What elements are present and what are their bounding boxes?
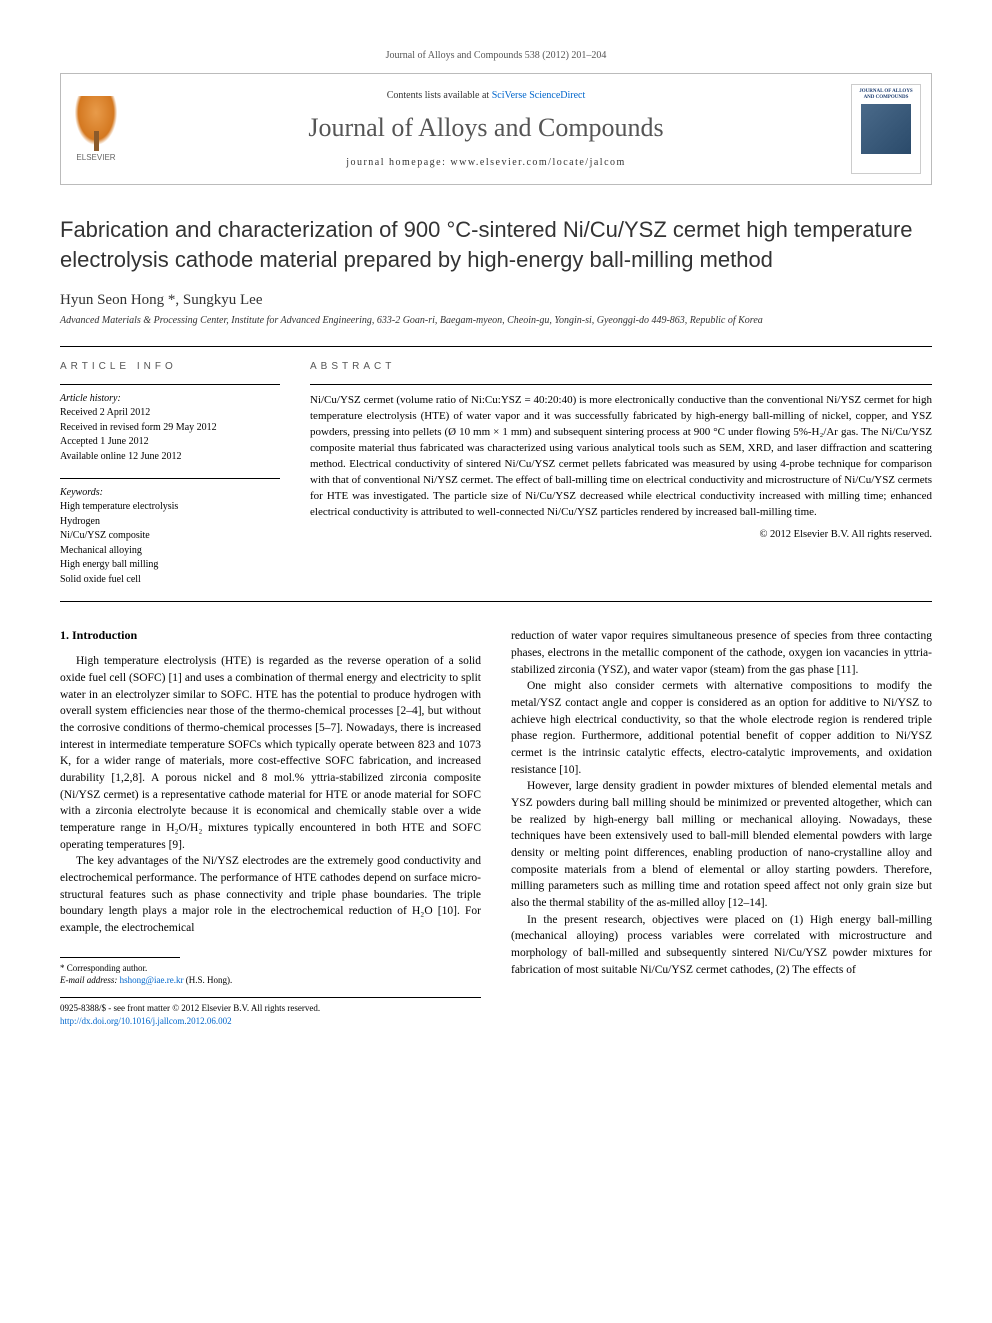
keywords-label: Keywords: <box>60 487 280 498</box>
article-info-label: ARTICLE INFO <box>60 361 280 372</box>
body-left-column: 1. Introduction High temperature electro… <box>60 628 481 1027</box>
body-paragraph: The key advantages of the Ni/YSZ electro… <box>60 853 481 936</box>
keyword-item: Mechanical alloying <box>60 544 280 559</box>
contents-text: Contents lists available at <box>387 90 492 101</box>
doi-link[interactable]: http://dx.doi.org/10.1016/j.jallcom.2012… <box>60 1016 232 1026</box>
bottom-issn-doi: 0925-8388/$ - see front matter © 2012 El… <box>60 997 481 1027</box>
abstract-text: Ni/Cu/YSZ cermet (volume ratio of Ni:Cu:… <box>310 384 932 521</box>
corresponding-author: * Corresponding author. E-mail address: … <box>60 962 481 987</box>
journal-reference: Journal of Alloys and Compounds 538 (201… <box>60 50 932 61</box>
keyword-item: High temperature electrolysis <box>60 500 280 515</box>
history-item: Available online 12 June 2012 <box>60 450 280 465</box>
elsevier-tree-icon <box>71 96 121 151</box>
keyword-item: Ni/Cu/YSZ composite <box>60 529 280 544</box>
body-paragraph: In the present research, objectives were… <box>511 912 932 979</box>
affiliation: Advanced Materials & Processing Center, … <box>60 315 932 326</box>
abstract-copyright: © 2012 Elsevier B.V. All rights reserved… <box>310 529 932 540</box>
abstract-column: ABSTRACT Ni/Cu/YSZ cermet (volume ratio … <box>310 361 932 587</box>
cover-image-icon <box>861 104 911 154</box>
email-link[interactable]: hshong@iae.re.kr <box>120 975 184 985</box>
history-item: Received in revised form 29 May 2012 <box>60 421 280 436</box>
article-history-block: Article history: Received 2 April 2012 R… <box>60 384 280 464</box>
page-container: Journal of Alloys and Compounds 538 (201… <box>0 0 992 1077</box>
introduction-heading: 1. Introduction <box>60 628 481 643</box>
article-title: Fabrication and characterization of 900 … <box>60 215 932 274</box>
journal-name: Journal of Alloys and Compounds <box>141 113 831 143</box>
keyword-item: High energy ball milling <box>60 558 280 573</box>
body-paragraph: reduction of water vapor requires simult… <box>511 628 932 678</box>
elsevier-label: ELSEVIER <box>76 153 115 162</box>
keywords-block: Keywords: High temperature electrolysis … <box>60 478 280 587</box>
keyword-item: Hydrogen <box>60 515 280 530</box>
history-label: Article history: <box>60 393 280 404</box>
body-columns: 1. Introduction High temperature electro… <box>60 628 932 1027</box>
body-paragraph: However, large density gradient in powde… <box>511 778 932 911</box>
body-right-column: reduction of water vapor requires simult… <box>511 628 932 1027</box>
email-label: E-mail address: <box>60 975 120 985</box>
authors: Hyun Seon Hong *, Sungkyu Lee <box>60 292 932 309</box>
elsevier-logo: ELSEVIER <box>61 86 131 172</box>
journal-cover-thumbnail: JOURNAL OF ALLOYS AND COMPOUNDS <box>851 84 921 174</box>
corresponding-label: * Corresponding author. <box>60 962 481 975</box>
cover-title: JOURNAL OF ALLOYS AND COMPOUNDS <box>856 89 916 100</box>
abstract-label: ABSTRACT <box>310 361 932 372</box>
issn-line: 0925-8388/$ - see front matter © 2012 El… <box>60 1002 481 1015</box>
contents-available: Contents lists available at SciVerse Sci… <box>141 90 831 101</box>
header-center: Contents lists available at SciVerse Sci… <box>131 80 841 178</box>
sciencedirect-link[interactable]: SciVerse ScienceDirect <box>492 90 586 101</box>
history-item: Received 2 April 2012 <box>60 406 280 421</box>
body-paragraph: One might also consider cermets with alt… <box>511 678 932 778</box>
journal-homepage: journal homepage: www.elsevier.com/locat… <box>141 157 831 168</box>
email-suffix: (H.S. Hong). <box>183 975 232 985</box>
body-paragraph: High temperature electrolysis (HTE) is r… <box>60 653 481 853</box>
info-abstract-row: ARTICLE INFO Article history: Received 2… <box>60 346 932 602</box>
keyword-item: Solid oxide fuel cell <box>60 573 280 588</box>
footnote-divider <box>60 957 180 958</box>
journal-header-box: ELSEVIER Contents lists available at Sci… <box>60 73 932 185</box>
history-item: Accepted 1 June 2012 <box>60 435 280 450</box>
article-info-column: ARTICLE INFO Article history: Received 2… <box>60 361 280 587</box>
